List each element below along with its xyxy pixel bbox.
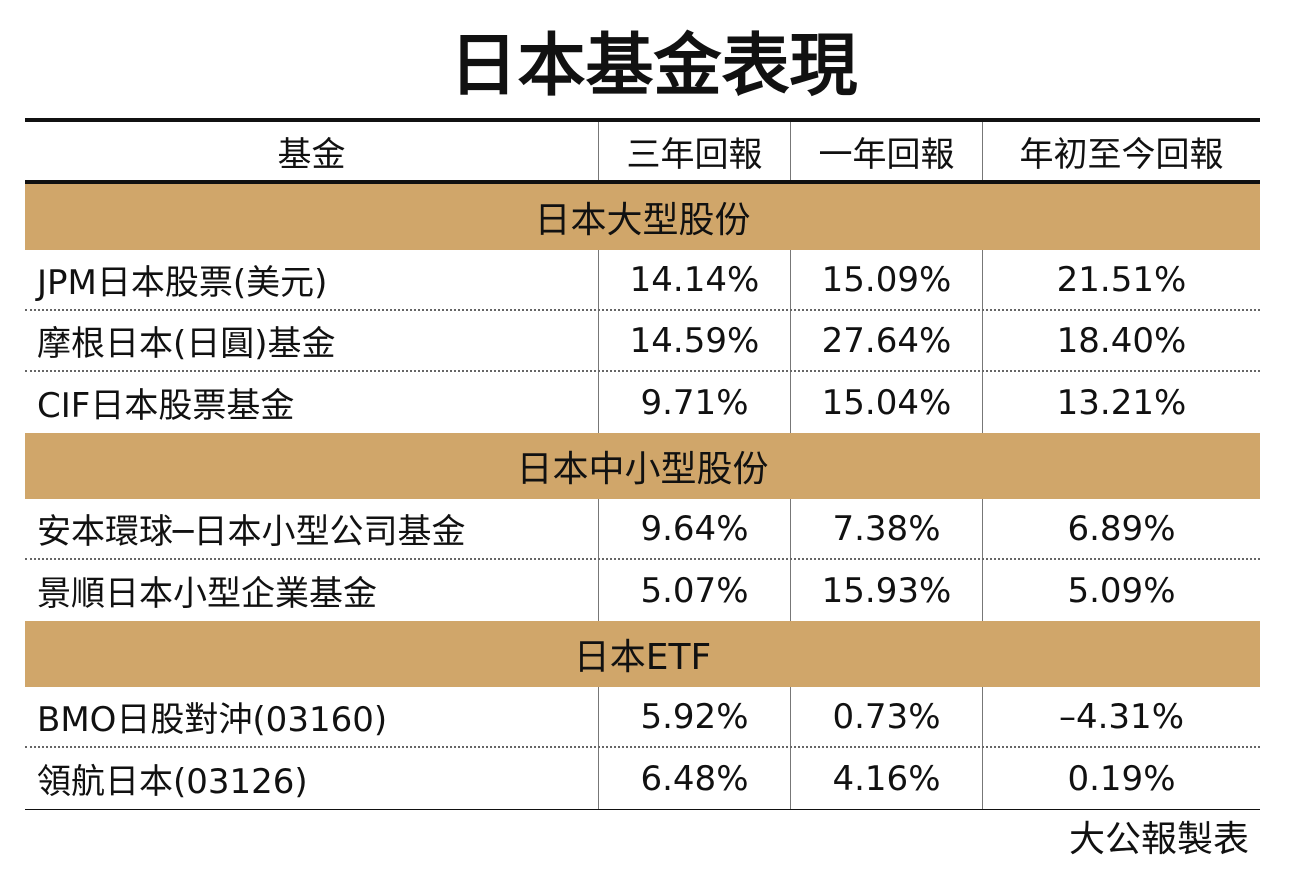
fund-name: 領航日本(03126) bbox=[37, 762, 308, 802]
fund-name: JPM日本股票(美元) bbox=[37, 263, 328, 303]
value-cell: –4.31% bbox=[982, 687, 1260, 746]
header-cell: 基金 bbox=[277, 134, 346, 175]
value-cell: 4.16% bbox=[790, 748, 982, 809]
value-cell: 6.48% bbox=[598, 748, 790, 809]
data-row: CIF日本股票基金 9.71% 15.04% 13.21% bbox=[25, 372, 1260, 433]
value-cell: 7.38% bbox=[790, 499, 982, 558]
value-cell: 9.64% bbox=[598, 499, 790, 558]
data-row: BMO日股對沖(03160) 5.92% 0.73% –4.31% bbox=[25, 687, 1260, 748]
section-band: 日本中小型股份 bbox=[25, 433, 1260, 499]
value-cell: 6.89% bbox=[982, 499, 1260, 558]
value-cell: 18.40% bbox=[982, 311, 1260, 370]
table: 基金 三年回報 一年回報 年初至今回報 日本大型股份 JPM日本股票(美元) 14.14% 1… bbox=[25, 118, 1260, 810]
fund-name: CIF日本股票基金 bbox=[37, 386, 295, 426]
header-cell: 三年回報 bbox=[598, 122, 790, 180]
fund-name: 安本環球─日本小型公司基金 bbox=[37, 512, 466, 552]
value-cell: 27.64% bbox=[790, 311, 982, 370]
value-cell: 9.71% bbox=[598, 372, 790, 433]
value-cell: 0.19% bbox=[982, 748, 1260, 809]
value-cell: 14.14% bbox=[598, 250, 790, 309]
fund-name: 景順日本小型企業基金 bbox=[37, 574, 377, 614]
section-band: 日本大型股份 bbox=[25, 184, 1260, 250]
value-cell: 14.59% bbox=[598, 311, 790, 370]
note: 大公報製表 bbox=[1068, 819, 1249, 860]
section-band: 日本ETF bbox=[25, 621, 1260, 687]
data-row: 摩根日本(日圓)基金 14.59% 27.64% 18.40% bbox=[25, 311, 1260, 372]
fund-name: 摩根日本(日圓)基金 bbox=[37, 324, 336, 364]
fund-name: BMO日股對沖(03160) bbox=[37, 700, 388, 740]
value-cell: 15.04% bbox=[790, 372, 982, 433]
header-row: 基金 三年回報 一年回報 年初至今回報 bbox=[25, 122, 1260, 184]
header-cell: 年初至今回報 bbox=[982, 122, 1260, 180]
value-cell: 5.07% bbox=[598, 560, 790, 621]
value-cell: 5.09% bbox=[982, 560, 1260, 621]
header-cell: 一年回報 bbox=[790, 122, 982, 180]
data-row: 景順日本小型企業基金 5.07% 15.93% 5.09% bbox=[25, 560, 1260, 621]
value-cell: 5.92% bbox=[598, 687, 790, 746]
data-row: 領航日本(03126) 6.48% 4.16% 0.19% bbox=[25, 748, 1260, 809]
data-row: JPM日本股票(美元) 14.14% 15.09% 21.51% bbox=[25, 250, 1260, 311]
value-cell: 13.21% bbox=[982, 372, 1260, 433]
value-cell: 15.09% bbox=[790, 250, 982, 309]
title: 日本基金表現 bbox=[449, 27, 858, 106]
value-cell: 15.93% bbox=[790, 560, 982, 621]
value-cell: 0.73% bbox=[790, 687, 982, 746]
value-cell: 21.51% bbox=[982, 250, 1260, 309]
data-row: 安本環球─日本小型公司基金 9.64% 7.38% 6.89% bbox=[25, 499, 1260, 560]
